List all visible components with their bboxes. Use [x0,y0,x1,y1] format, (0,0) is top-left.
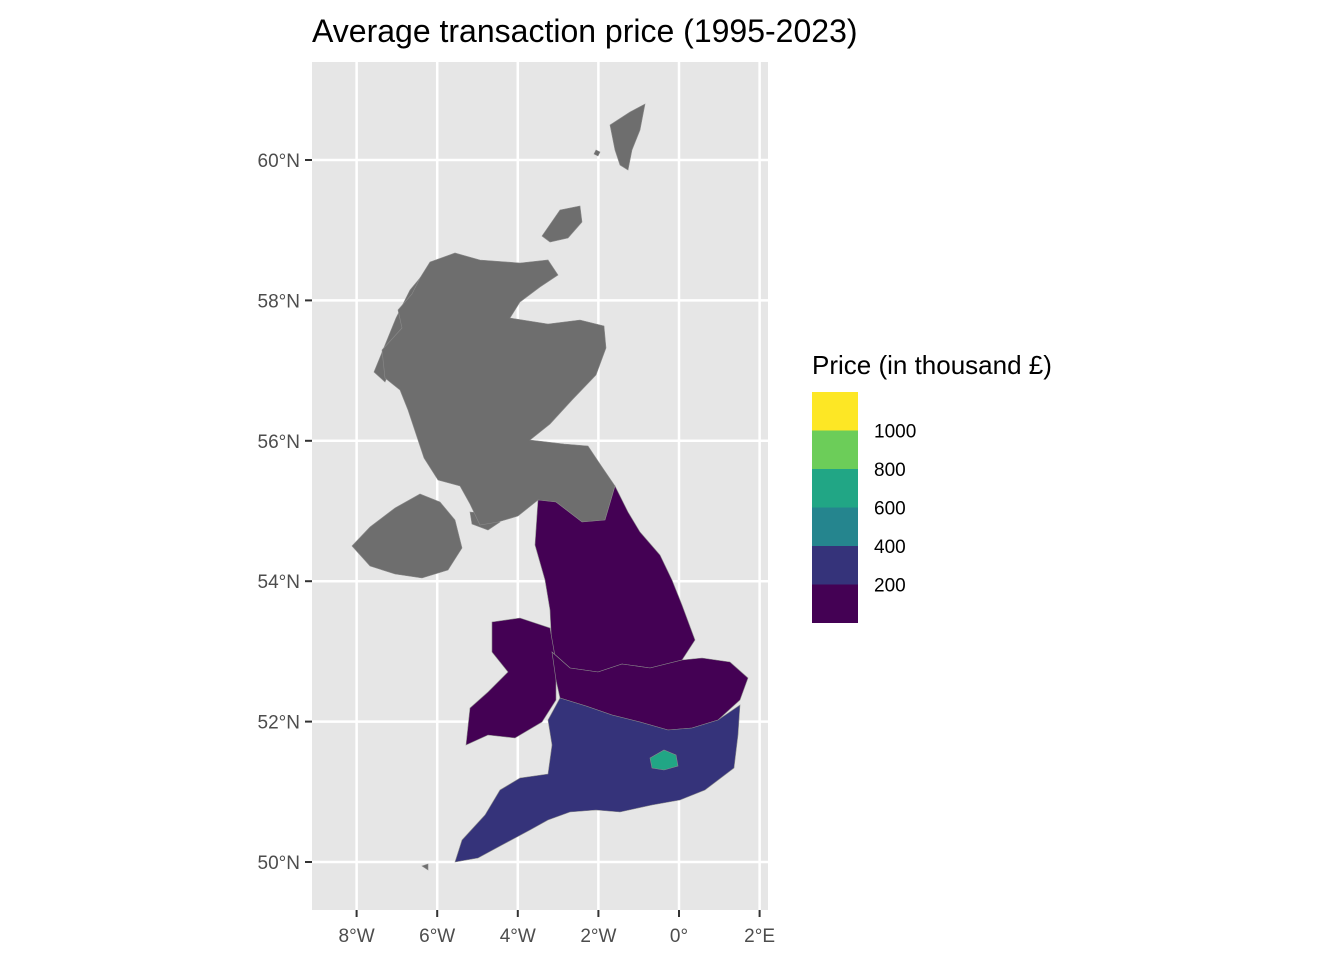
legend-label: 400 [874,537,906,558]
region-northern-ireland [351,493,463,579]
legend-label: 600 [874,499,906,520]
y-tick-label: 54°N [258,572,300,593]
legend-key [812,430,858,469]
island-region [541,205,583,243]
legend-key [812,584,858,623]
y-tick-label: 60°N [258,151,300,172]
x-tick-label: 2°E [744,926,775,947]
map-layer [351,103,749,871]
island-region [609,103,646,171]
x-tick-label: 4°W [500,926,536,947]
island-region [593,149,601,157]
legend-key [812,546,858,585]
island-region [421,863,429,871]
legend-label: 800 [874,460,906,481]
region-north-england [534,485,696,673]
region-london [649,749,679,771]
x-tick-label: 2°W [580,926,616,947]
legend-keys: 1000 800 600 400 200 [812,392,916,623]
y-tick-label: 50°N [258,853,300,874]
legend-key [812,507,858,546]
y-axis: 50°N 52°N 54°N 56°N 58°N 60°N [258,151,312,874]
y-tick-label: 52°N [258,713,300,734]
x-tick-label: 0° [670,926,688,947]
x-tick-label: 6°W [419,926,455,947]
y-tick-label: 56°N [258,432,300,453]
x-tick-label: 8°W [339,926,375,947]
legend: Price (in thousand £) 1000 800 600 400 200 [812,350,1052,623]
legend-label: 1000 [874,422,916,443]
region-wales [465,617,557,746]
legend-title: Price (in thousand £) [812,350,1052,380]
region-south-england [454,697,741,863]
x-axis: 8°W 6°W 4°W 2°W 0° 2°E [339,910,775,947]
chart-title: Average transaction price (1995-2023) [312,13,858,49]
legend-key [812,469,858,508]
legend-label: 200 [874,576,906,597]
legend-key [812,392,858,431]
y-tick-label: 58°N [258,291,300,312]
